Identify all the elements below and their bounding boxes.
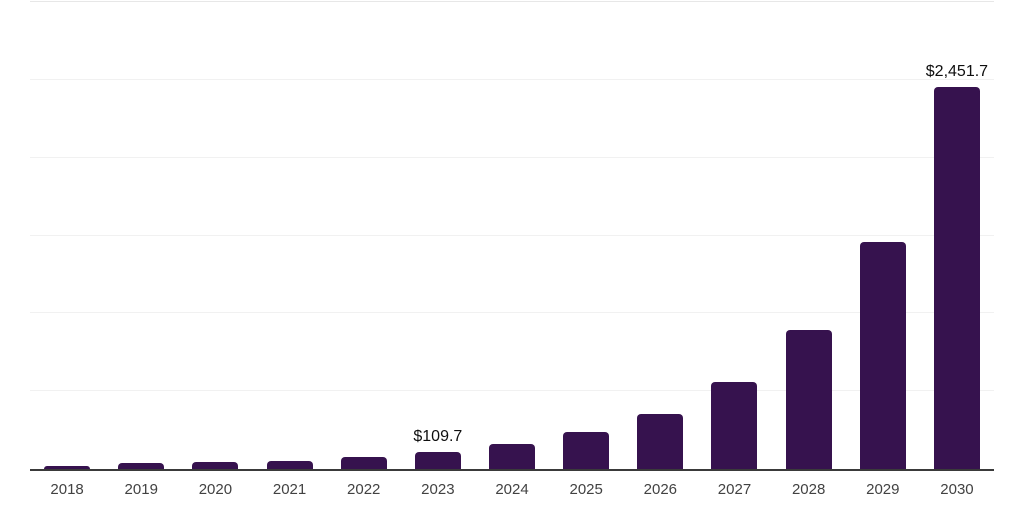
chart-bar-2029 bbox=[859, 242, 906, 469]
chart-bar-2019 bbox=[118, 463, 165, 469]
x-tick-label-2030: 2030 bbox=[940, 481, 974, 498]
gridline bbox=[30, 234, 994, 236]
chart-bar-2021 bbox=[266, 460, 313, 469]
data-label-2030: $2,451.7 bbox=[925, 63, 989, 81]
x-tick-label-2019: 2019 bbox=[124, 481, 158, 498]
gridline bbox=[30, 1, 994, 2]
chart-bar-2020 bbox=[192, 462, 239, 469]
chart-bar-2024 bbox=[489, 444, 535, 469]
chart-bar-2027 bbox=[711, 382, 758, 469]
chart-bar-2022 bbox=[340, 457, 387, 469]
x-tick-label-2025: 2025 bbox=[569, 481, 603, 498]
gridline bbox=[30, 156, 994, 158]
x-tick-label-2022: 2022 bbox=[347, 481, 381, 498]
x-axis: 2018 2019 2020 2021 2022 2023 2024 2025 2026 2027… bbox=[30, 479, 994, 501]
chart-bar-2023 bbox=[414, 451, 461, 469]
gridline bbox=[30, 312, 994, 314]
x-tick-label-2023: 2023 bbox=[421, 481, 455, 498]
chart-bar-2026 bbox=[637, 414, 684, 469]
x-tick-label-2024: 2024 bbox=[495, 481, 529, 498]
x-tick-label-2018: 2018 bbox=[50, 481, 84, 498]
chart-bar-2028 bbox=[785, 330, 832, 469]
x-tick-label-2027: 2027 bbox=[717, 481, 752, 498]
chart-bar-2030 bbox=[933, 87, 980, 469]
data-label-2023: $109.7 bbox=[413, 427, 463, 445]
x-tick-label-2021: 2021 bbox=[272, 481, 307, 498]
x-tick-label-2028: 2028 bbox=[791, 481, 826, 498]
chart-bar-2025 bbox=[563, 431, 610, 469]
x-tick-label-2020: 2020 bbox=[198, 481, 233, 498]
chart-bar-2018 bbox=[44, 465, 91, 469]
chart-plot-area: $109.7 $2,451.7 bbox=[30, 1, 994, 471]
x-tick-label-2029: 2029 bbox=[866, 481, 900, 498]
gridline bbox=[30, 390, 994, 392]
gridline bbox=[30, 78, 994, 80]
x-tick-label-2026: 2026 bbox=[643, 481, 678, 498]
